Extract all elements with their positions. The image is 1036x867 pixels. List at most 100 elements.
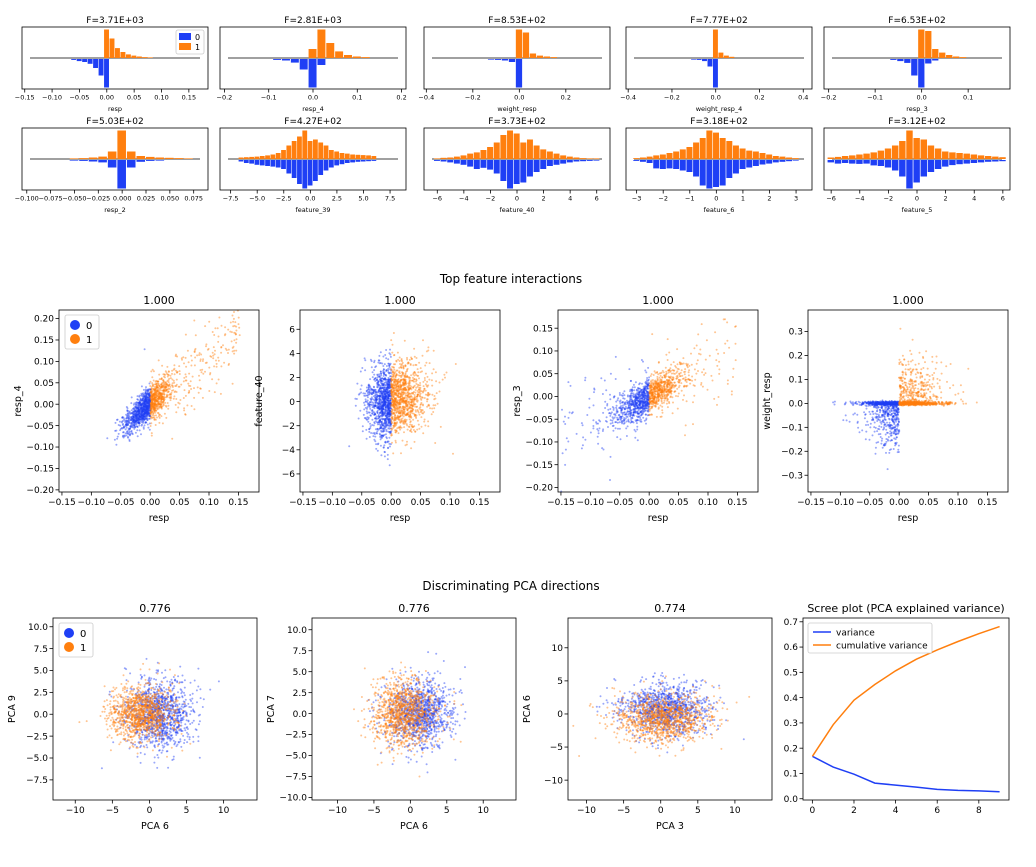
scatter-point-class-1 [425,361,428,364]
scatter-point-class-1 [167,373,170,376]
scatter-point-class-1 [697,370,699,372]
scatter-point-class-0 [134,420,137,423]
scatter-point-class-1 [398,370,401,373]
histogram-bar-class-1 [500,135,507,159]
histogram-bar-class-1 [693,142,700,159]
scatter-point-class-0 [381,362,384,365]
scatter-x-tick-label: −0.15 [48,498,76,508]
scatter-point-class-1 [668,402,671,405]
scatter-point-class-1 [408,406,411,409]
scatter-point-class-1 [675,395,677,397]
scatter-point-class-1 [149,403,152,406]
scatter-point-class-1 [162,395,165,398]
scatter-point-class-1 [161,364,164,367]
scatter-point-class-1 [402,381,404,384]
scatter-point-class-0 [133,427,136,430]
scatter-point-class-1 [180,357,183,360]
histogram-bar-class-0 [98,160,107,163]
scatter-point-class-1 [400,418,403,421]
scatter-x-tick-label: −0.05 [107,498,135,508]
scatter-point-class-0 [139,413,142,416]
histogram-bar-class-1 [759,153,766,159]
scatter-point-class-0 [623,411,626,414]
scatter-point-class-0 [377,395,380,397]
histogram-bar-class-0 [243,160,249,163]
histogram-bar-class-0 [500,160,507,181]
histogram-bar-class-1 [772,156,779,159]
scatter-point-class-0 [143,401,146,404]
histogram-bar-class-0 [297,160,302,184]
histogram-xlabel: feature_40 [500,206,535,214]
histogram-bar-class-1 [580,158,587,159]
histogram-bar-class-1 [107,151,117,159]
histogram-x-tick-label: −2.5 [276,195,292,203]
scatter-point-class-0 [589,431,592,434]
scatter-point-class-0 [609,408,612,410]
axes-frame [625,26,813,90]
scatter-point-class-0 [136,407,139,410]
scatter-point-class-1 [167,381,170,384]
scatter-point-class-1 [154,398,157,401]
scatter-point-class-0 [373,386,375,389]
scatter-point-class-1 [393,381,396,384]
scatter-point-class-0 [148,413,151,416]
scatter-point-class-0 [373,421,376,424]
scatter-point-class-0 [388,411,391,414]
scatter-point-class-1 [150,387,153,390]
scatter-point-class-1 [404,421,407,424]
scatter-point-class-0 [373,378,376,381]
scatter-point-class-1 [406,362,409,365]
legend-marker-class-1 [179,43,191,50]
scatter-point-class-1 [431,393,434,396]
histogram-bar-class-1 [366,155,371,159]
scatter-point-class-1 [411,412,414,415]
scatter-point-class-1 [150,388,153,391]
scatter-point-class-1 [207,347,210,350]
scatter-point-class-0 [148,393,151,396]
scatter-point-class-0 [364,406,367,409]
scatter-point-class-0 [377,359,380,362]
scatter-point-class-0 [380,374,383,377]
scatter-point-class-0 [380,390,382,393]
histogram-bar-class-0 [259,160,265,166]
scatter-point-class-0 [118,420,121,423]
scatter-point-class-0 [629,406,631,409]
scatter-point-class-1 [204,370,206,373]
scatter-point-class-1 [149,406,152,409]
scatter-point-class-0 [142,404,145,407]
scatter-point-class-1 [398,356,401,359]
scatter-point-class-0 [128,410,131,413]
histogram-bar-class-0 [155,160,165,161]
scatter-point-class-1 [153,396,156,399]
scatter-point-class-1 [161,393,163,396]
scatter-point-class-1 [426,375,429,378]
scatter-point-class-1 [200,371,203,374]
scatter-point-class-0 [148,428,151,431]
histogram-bar-class-1 [639,157,646,159]
scatter-point-class-0 [128,427,131,430]
scatter-point-class-1 [406,408,409,411]
scatter-point-class-1 [412,418,415,421]
scatter-point-class-1 [421,354,424,357]
scatter-point-class-0 [616,416,619,419]
scatter-point-class-0 [625,420,628,423]
scatter-point-class-1 [426,385,429,388]
scatter-point-class-0 [136,407,138,410]
scatter-point-class-1 [415,378,418,381]
scatter-point-class-1 [155,399,158,402]
histogram-x-tick-label: 0.025 [137,195,156,203]
scatter-point-class-0 [123,419,126,422]
scatter-point-class-1 [184,413,187,416]
scatter-point-class-0 [144,412,147,415]
scatter-point-class-1 [172,368,175,371]
scatter-point-class-0 [127,427,130,430]
scatter-point-class-1 [217,359,220,362]
scatter-point-class-0 [136,398,139,401]
scatter-point-class-0 [144,391,147,394]
scatter-point-class-1 [184,356,187,359]
scatter-point-class-1 [160,377,163,380]
histogram-bar-class-1 [863,153,870,159]
scatter-point-class-0 [618,400,621,403]
scatter-point-class-0 [139,415,142,418]
